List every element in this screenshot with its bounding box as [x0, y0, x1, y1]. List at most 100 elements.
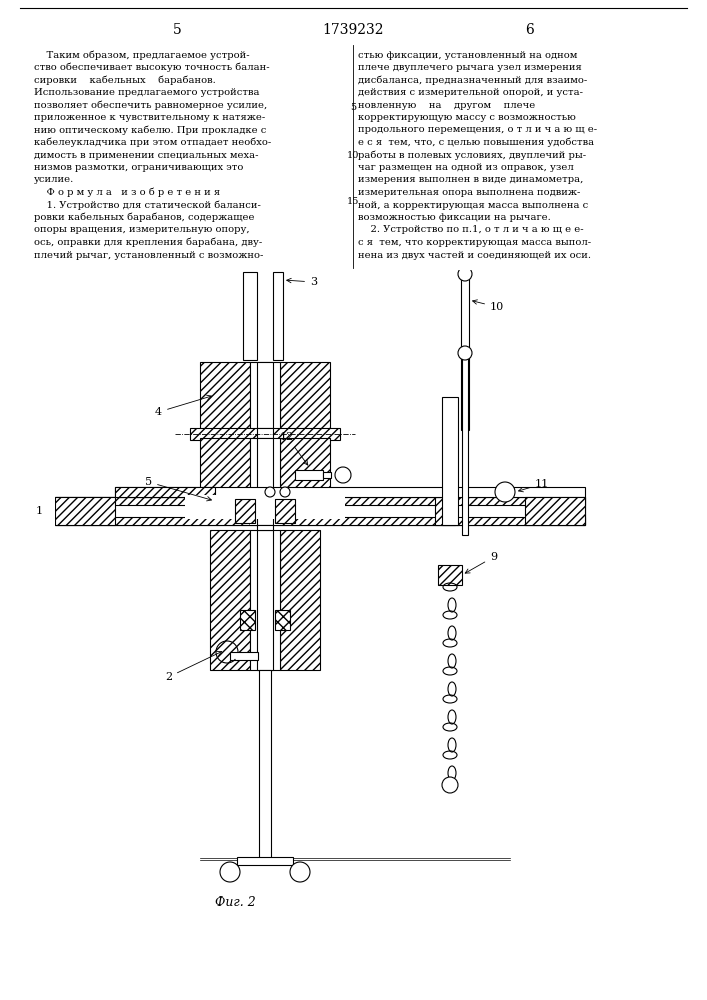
- Circle shape: [265, 487, 275, 497]
- Circle shape: [458, 346, 472, 360]
- Text: 2. Устройство по п.1, о т л и ч а ю щ е е-: 2. Устройство по п.1, о т л и ч а ю щ е …: [358, 226, 583, 234]
- Text: 4: 4: [155, 395, 211, 417]
- Text: 10: 10: [347, 150, 359, 159]
- Bar: [55, 517, 585, 525]
- Bar: [250, 530, 280, 670]
- Bar: [257, 525, 273, 530]
- Bar: [200, 362, 250, 430]
- Bar: [257, 362, 273, 430]
- Text: работы в полевых условиях, двуплечий ры-: работы в полевых условиях, двуплечий ры-: [358, 150, 586, 160]
- Bar: [461, 275, 469, 430]
- Text: Использование предлагаемого устройства: Использование предлагаемого устройства: [34, 88, 259, 97]
- Bar: [237, 857, 293, 865]
- Text: 6: 6: [525, 23, 534, 37]
- Text: позволяет обеспечить равномерное усилие,: позволяет обеспечить равномерное усилие,: [34, 100, 267, 110]
- Text: продольного перемещения, о т л и ч а ю щ е-: продольного перемещения, о т л и ч а ю щ…: [358, 125, 597, 134]
- Bar: [280, 438, 330, 500]
- Bar: [115, 487, 585, 497]
- Text: сировки    кабельных    барабанов.: сировки кабельных барабанов.: [34, 75, 216, 85]
- Text: 5: 5: [173, 23, 182, 37]
- Text: усилие.: усилие.: [34, 175, 74, 184]
- Text: ство обеспечивает высокую точность балан-: ство обеспечивает высокую точность балан…: [34, 63, 269, 72]
- Text: ось, оправки для крепления барабана, дву-: ось, оправки для крепления барабана, дву…: [34, 238, 262, 247]
- Circle shape: [458, 267, 472, 281]
- Text: опоры вращения, измерительную опору,: опоры вращения, измерительную опору,: [34, 226, 250, 234]
- Text: ровки кабельных барабанов, содержащее: ровки кабельных барабанов, содержащее: [34, 213, 255, 222]
- Bar: [295, 470, 323, 480]
- Text: 1: 1: [36, 506, 43, 516]
- Circle shape: [280, 487, 290, 497]
- Text: 10: 10: [472, 300, 504, 312]
- Text: новленную    на    другом    плече: новленную на другом плече: [358, 101, 535, 109]
- Bar: [280, 362, 330, 430]
- Text: Таким образом, предлагаемое устрой-: Таким образом, предлагаемое устрой-: [34, 50, 250, 60]
- Text: Фиг. 2: Фиг. 2: [215, 896, 255, 908]
- Bar: [55, 497, 585, 525]
- Bar: [442, 397, 458, 525]
- Text: ной, а корректирующая масса выполнена с: ной, а корректирующая масса выполнена с: [358, 200, 588, 210]
- Bar: [190, 428, 340, 440]
- Bar: [250, 497, 280, 525]
- Bar: [257, 438, 273, 500]
- Text: с я  тем, что корректирующая масса выпол-: с я тем, что корректирующая масса выпол-: [358, 238, 591, 247]
- Bar: [240, 610, 255, 630]
- Bar: [257, 497, 273, 525]
- Bar: [273, 272, 283, 360]
- Bar: [323, 472, 331, 478]
- Text: 1. Устройство для статической баланси-: 1. Устройство для статической баланси-: [34, 200, 261, 210]
- Text: корректирующую массу с возможностью: корректирующую массу с возможностью: [358, 113, 576, 122]
- Bar: [257, 530, 273, 670]
- Circle shape: [290, 862, 310, 882]
- Text: 1739232: 1739232: [322, 23, 384, 37]
- Text: плече двуплечего рычага узел измерения: плече двуплечего рычага узел измерения: [358, 63, 582, 72]
- Text: дисбаланса, предназначенный для взаимо-: дисбаланса, предназначенный для взаимо-: [358, 75, 588, 85]
- Bar: [250, 438, 280, 500]
- Text: 9: 9: [465, 552, 497, 573]
- Text: нию оптическому кабелю. При прокладке с: нию оптическому кабелю. При прокладке с: [34, 125, 267, 135]
- Bar: [275, 499, 295, 523]
- Bar: [230, 652, 258, 660]
- Bar: [275, 610, 290, 630]
- Bar: [115, 487, 215, 497]
- Bar: [250, 362, 280, 430]
- Text: действия с измерительной опорой, и уста-: действия с измерительной опорой, и уста-: [358, 88, 583, 97]
- Text: нена из двух частей и соединяющей их оси.: нена из двух частей и соединяющей их оси…: [358, 250, 591, 259]
- Circle shape: [220, 862, 240, 882]
- Text: 3: 3: [287, 277, 317, 287]
- Text: возможностью фиксации на рычаге.: возможностью фиксации на рычаге.: [358, 213, 551, 222]
- Text: приложенное к чувствительному к натяже-: приложенное к чувствительному к натяже-: [34, 113, 265, 122]
- Bar: [525, 497, 585, 525]
- Bar: [280, 530, 320, 670]
- Bar: [55, 497, 585, 505]
- Text: 5: 5: [350, 104, 356, 112]
- Text: измерительная опора выполнена подвиж-: измерительная опора выполнена подвиж-: [358, 188, 580, 197]
- Bar: [243, 272, 257, 360]
- Bar: [259, 670, 271, 860]
- Text: 11: 11: [518, 479, 549, 492]
- Bar: [435, 497, 455, 525]
- Text: низмов размотки, ограничивающих это: низмов размотки, ограничивающих это: [34, 163, 243, 172]
- Text: стью фиксации, установленный на одном: стью фиксации, установленный на одном: [358, 50, 578, 60]
- Text: 15: 15: [347, 198, 359, 207]
- Bar: [55, 497, 115, 525]
- Circle shape: [442, 777, 458, 793]
- Text: е с я  тем, что, с целью повышения удобства: е с я тем, что, с целью повышения удобст…: [358, 138, 594, 147]
- Text: димость в применении специальных меха-: димость в применении специальных меха-: [34, 150, 259, 159]
- Bar: [435, 489, 455, 497]
- Text: Ф о р м у л а   и з о б р е т е н и я: Ф о р м у л а и з о б р е т е н и я: [34, 188, 220, 197]
- Circle shape: [495, 482, 515, 502]
- Text: измерения выполнен в виде динамометра,: измерения выполнен в виде динамометра,: [358, 175, 583, 184]
- Bar: [185, 495, 345, 519]
- Text: 5: 5: [145, 477, 211, 501]
- Bar: [462, 355, 468, 535]
- Bar: [210, 530, 250, 670]
- Bar: [200, 438, 250, 500]
- Text: 2: 2: [165, 652, 222, 682]
- Bar: [438, 565, 462, 585]
- Bar: [235, 499, 255, 523]
- Text: 12: 12: [280, 432, 308, 465]
- Text: чаг размещен на одной из оправок, узел: чаг размещен на одной из оправок, узел: [358, 163, 574, 172]
- Text: плечий рычаг, установленный с возможно-: плечий рычаг, установленный с возможно-: [34, 250, 264, 259]
- Bar: [257, 428, 273, 440]
- Text: кабелеукладчика при этом отпадает необхо-: кабелеукладчика при этом отпадает необхо…: [34, 138, 271, 147]
